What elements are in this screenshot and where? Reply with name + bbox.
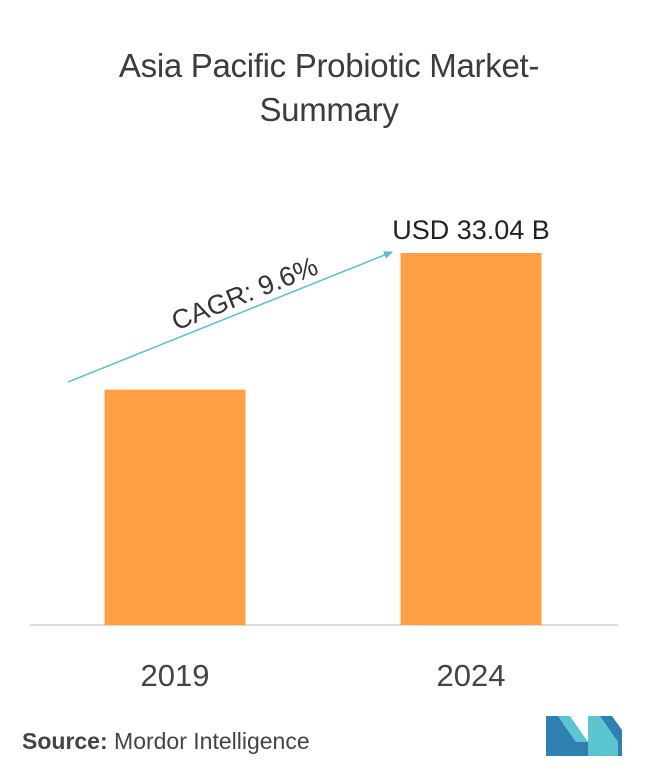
source-text: Mordor Intelligence <box>114 728 310 754</box>
bar-chart: 2019 2024 USD 33.04 B CAGR: 9.6% <box>30 215 618 693</box>
bar-2019 <box>104 389 246 625</box>
source-label: Source: <box>22 728 108 754</box>
cagr-annotation: CAGR: 9.6% <box>167 251 322 336</box>
chart-title: Asia Pacific Probiotic Market- Summary <box>0 44 658 132</box>
cagr-arrow <box>67 251 393 383</box>
bar-2024 <box>400 253 542 625</box>
mordor-intelligence-logo-icon <box>546 716 622 756</box>
data-label-2024: USD 33.04 B <box>392 215 550 245</box>
x-tick-label-2019: 2019 <box>141 658 210 693</box>
chart-title-line2: Summary <box>259 91 399 128</box>
x-tick-label-2024: 2024 <box>437 658 506 693</box>
chart-title-line1: Asia Pacific Probiotic Market- <box>118 47 540 84</box>
source-note: Source: Mordor Intelligence <box>22 728 310 755</box>
